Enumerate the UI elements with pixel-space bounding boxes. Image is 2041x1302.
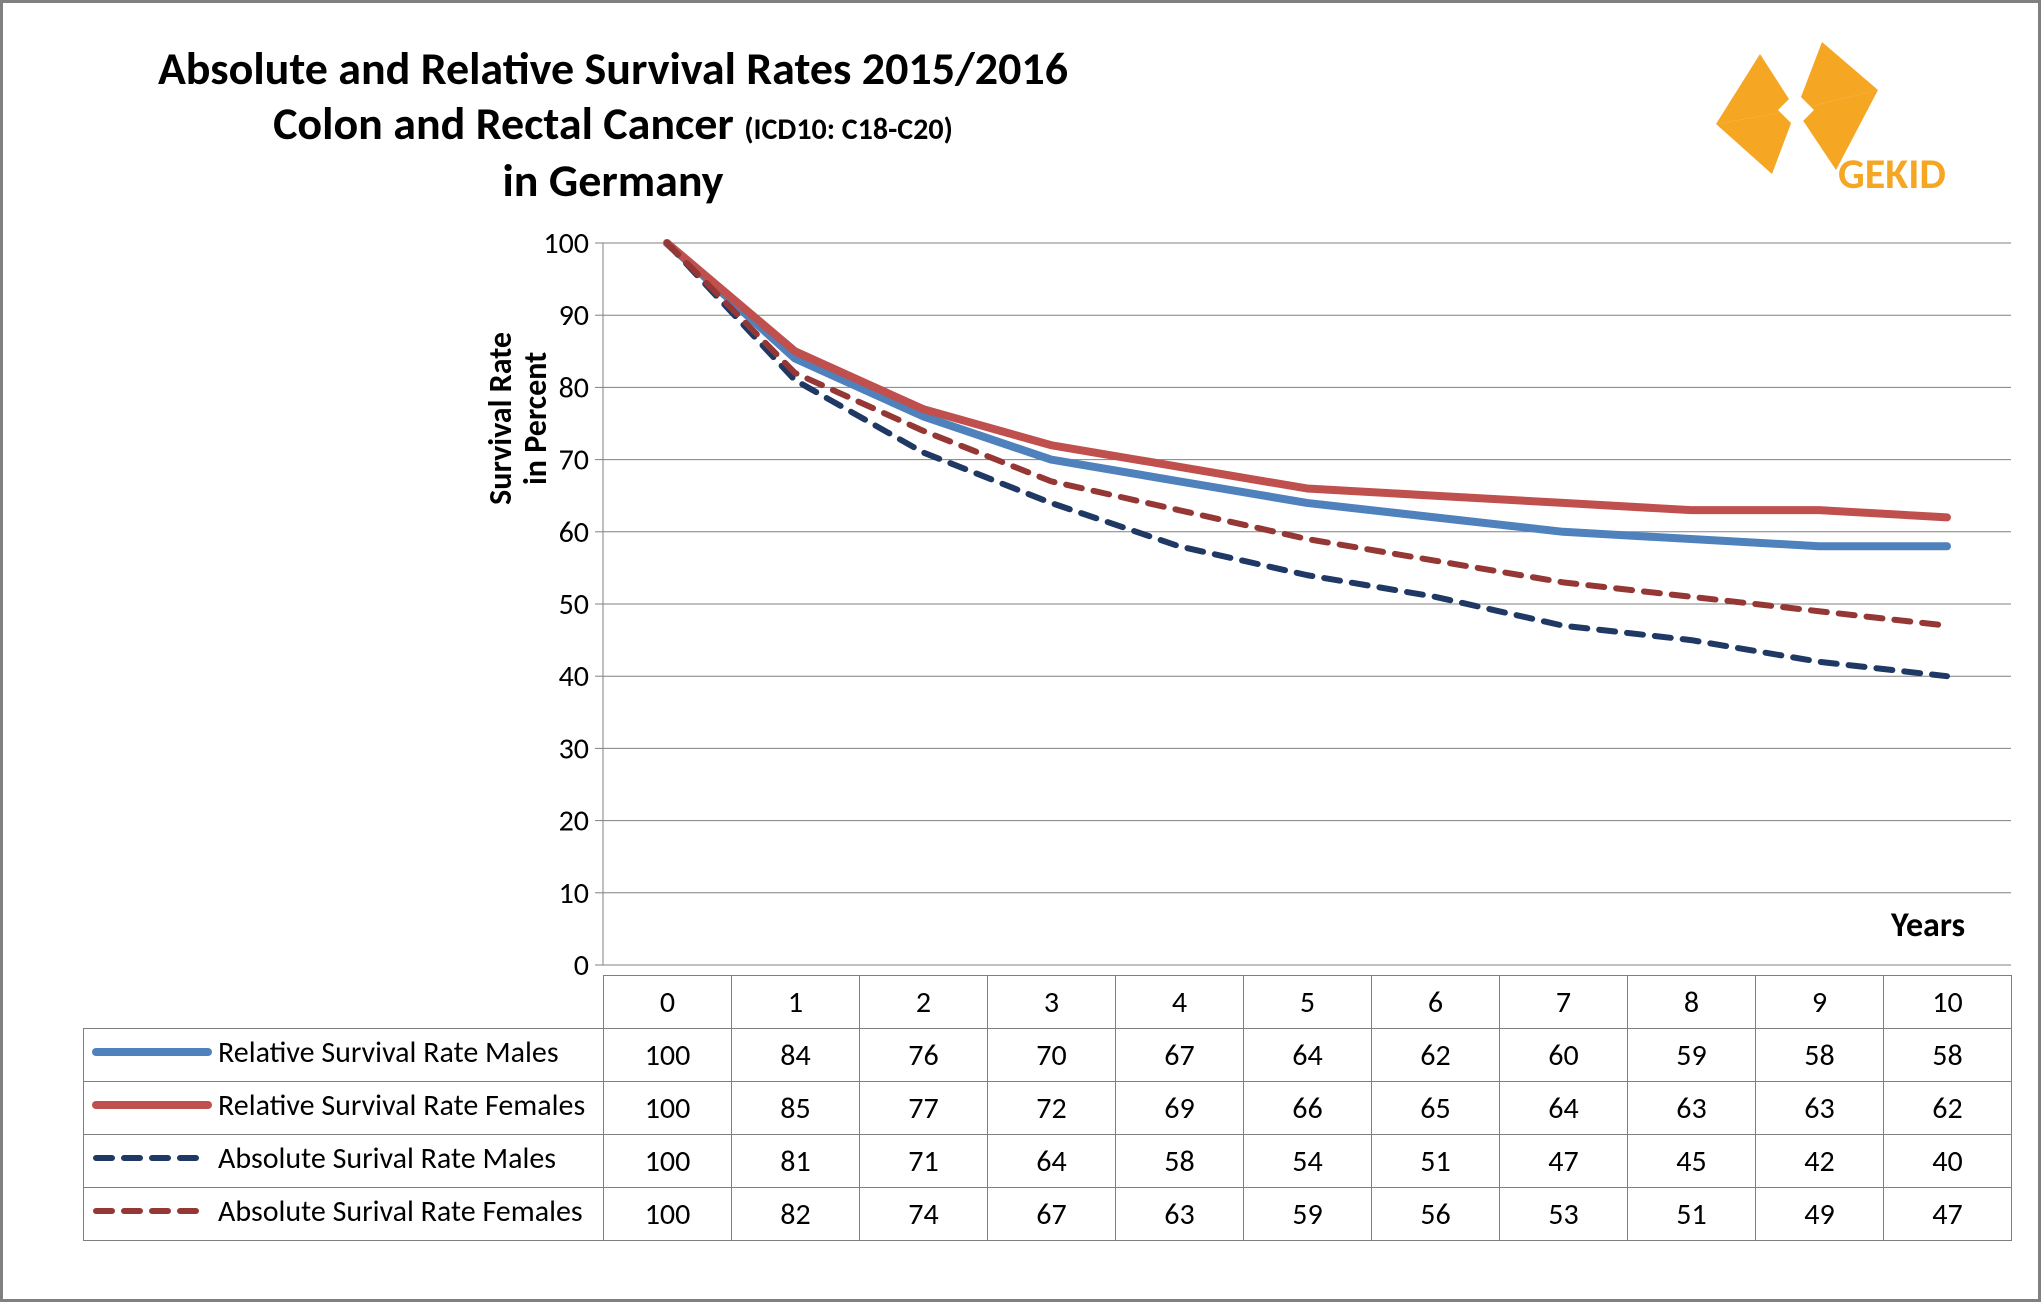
value-cell: 71: [860, 1135, 988, 1188]
value-cell: 100: [604, 1135, 732, 1188]
legend-cell: Absolute Surival Rate Females: [84, 1188, 604, 1241]
svg-text:10: 10: [559, 875, 589, 912]
legend-cell: Absolute Surival Rate Males: [84, 1135, 604, 1188]
x-category: 3: [988, 976, 1116, 1029]
value-cell: 67: [1116, 1029, 1244, 1082]
svg-text:80: 80: [559, 369, 589, 406]
value-cell: 63: [1756, 1082, 1884, 1135]
value-cell: 45: [1628, 1135, 1756, 1188]
x-category: 1: [732, 976, 860, 1029]
legend-cell: Relative Survival Rate Females: [84, 1082, 604, 1135]
value-cell: 65: [1372, 1082, 1500, 1135]
value-cell: 49: [1756, 1188, 1884, 1241]
title-line2: Colon and Rectal Cancer (ICD10: C18-C20): [63, 96, 1163, 154]
legend-cell: Relative Survival Rate Males: [84, 1029, 604, 1082]
title-block: Absolute and Relative Survival Rates 201…: [63, 43, 1163, 211]
value-cell: 63: [1116, 1188, 1244, 1241]
value-cell: 62: [1884, 1082, 2012, 1135]
value-cell: 63: [1628, 1082, 1756, 1135]
svg-text:70: 70: [559, 442, 589, 479]
title-line1: Absolute and Relative Survival Rates 201…: [63, 43, 1163, 96]
data-table: 012345678910Relative Survival Rate Males…: [83, 975, 2012, 1241]
value-cell: 69: [1116, 1082, 1244, 1135]
table-header-row: 012345678910: [84, 976, 2012, 1029]
value-cell: 85: [732, 1082, 860, 1135]
value-cell: 58: [1756, 1029, 1884, 1082]
series-name: Absolute Surival Rate Males: [218, 1140, 556, 1177]
value-cell: 77: [860, 1082, 988, 1135]
value-cell: 81: [732, 1135, 860, 1188]
table-row: Absolute Surival Rate Males 1008171645854…: [84, 1135, 2012, 1188]
value-cell: 62: [1372, 1029, 1500, 1082]
value-cell: 100: [604, 1082, 732, 1135]
series-name: Absolute Surival Rate Females: [218, 1193, 583, 1230]
series-name: Relative Survival Rate Females: [218, 1087, 585, 1124]
value-cell: 84: [732, 1029, 860, 1082]
value-cell: 100: [604, 1188, 732, 1241]
value-cell: 64: [988, 1135, 1116, 1188]
plot-wrap: Survival Rate in Percent Years 010203040…: [83, 233, 1998, 1269]
chart-container: Absolute and Relative Survival Rates 201…: [0, 0, 2041, 1302]
value-cell: 58: [1116, 1135, 1244, 1188]
series-line: [667, 243, 1947, 626]
value-cell: 67: [988, 1188, 1116, 1241]
svg-text:GEKID: GEKID: [1838, 149, 1946, 200]
x-category: 4: [1116, 976, 1244, 1029]
x-category: 10: [1884, 976, 2012, 1029]
value-cell: 51: [1372, 1135, 1500, 1188]
value-cell: 59: [1628, 1029, 1756, 1082]
value-cell: 100: [604, 1029, 732, 1082]
title-line2-sub: (ICD10: C18-C20): [744, 111, 953, 148]
value-cell: 53: [1500, 1188, 1628, 1241]
gekid-logo: GEKID: [1678, 38, 1978, 218]
value-cell: 59: [1244, 1188, 1372, 1241]
value-cell: 54: [1244, 1135, 1372, 1188]
svg-text:90: 90: [559, 297, 589, 334]
x-category: 9: [1756, 976, 1884, 1029]
value-cell: 47: [1500, 1135, 1628, 1188]
value-cell: 66: [1244, 1082, 1372, 1135]
value-cell: 47: [1884, 1188, 2012, 1241]
series-line: [667, 243, 1947, 517]
title-line2-main: Colon and Rectal Cancer: [273, 96, 734, 152]
value-cell: 40: [1884, 1135, 2012, 1188]
header-empty: [84, 976, 604, 1029]
table-row: Relative Survival Rate Females1008577726…: [84, 1082, 2012, 1135]
svg-text:30: 30: [559, 730, 589, 767]
value-cell: 64: [1244, 1029, 1372, 1082]
table-row: Relative Survival Rate Males100847670676…: [84, 1029, 2012, 1082]
value-cell: 58: [1884, 1029, 2012, 1082]
x-category: 5: [1244, 976, 1372, 1029]
value-cell: 56: [1372, 1188, 1500, 1241]
title-line3: in Germany: [63, 153, 1163, 211]
value-cell: 64: [1500, 1082, 1628, 1135]
value-cell: 70: [988, 1029, 1116, 1082]
x-category: 6: [1372, 976, 1500, 1029]
svg-text:20: 20: [559, 803, 589, 840]
svg-text:100: 100: [543, 233, 589, 262]
svg-text:0: 0: [574, 947, 589, 975]
value-cell: 51: [1628, 1188, 1756, 1241]
x-category: 0: [604, 976, 732, 1029]
value-cell: 42: [1756, 1135, 1884, 1188]
x-category: 2: [860, 976, 988, 1029]
value-cell: 60: [1500, 1029, 1628, 1082]
svg-text:40: 40: [559, 658, 589, 695]
x-category: 8: [1628, 976, 1756, 1029]
value-cell: 82: [732, 1188, 860, 1241]
series-line: [667, 243, 1947, 546]
value-cell: 76: [860, 1029, 988, 1082]
svg-text:60: 60: [559, 514, 589, 551]
x-category: 7: [1500, 976, 1628, 1029]
table-row: Absolute Surival Rate Females 10082746763…: [84, 1188, 2012, 1241]
svg-text:50: 50: [559, 586, 589, 623]
value-cell: 74: [860, 1188, 988, 1241]
line-chart: 0 10 20 30 40 50 60 70 80 90 100: [83, 233, 2011, 975]
value-cell: 72: [988, 1082, 1116, 1135]
series-name: Relative Survival Rate Males: [218, 1034, 559, 1071]
